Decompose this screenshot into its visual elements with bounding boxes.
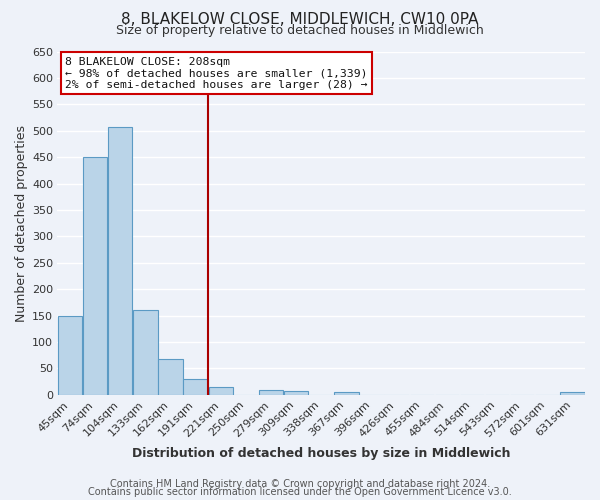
Y-axis label: Number of detached properties: Number of detached properties bbox=[15, 124, 28, 322]
Text: Size of property relative to detached houses in Middlewich: Size of property relative to detached ho… bbox=[116, 24, 484, 37]
Bar bbox=[334, 392, 359, 395]
Bar bbox=[259, 390, 283, 395]
Bar bbox=[108, 127, 133, 395]
Bar bbox=[83, 157, 107, 395]
Bar bbox=[58, 316, 82, 395]
Bar bbox=[284, 390, 308, 395]
Text: 8, BLAKELOW CLOSE, MIDDLEWICH, CW10 0PA: 8, BLAKELOW CLOSE, MIDDLEWICH, CW10 0PA bbox=[121, 12, 479, 28]
Bar bbox=[158, 360, 182, 395]
Bar bbox=[209, 388, 233, 395]
Text: 8 BLAKELOW CLOSE: 208sqm
← 98% of detached houses are smaller (1,339)
2% of semi: 8 BLAKELOW CLOSE: 208sqm ← 98% of detach… bbox=[65, 56, 368, 90]
Bar bbox=[560, 392, 584, 395]
Bar bbox=[133, 310, 158, 395]
X-axis label: Distribution of detached houses by size in Middlewich: Distribution of detached houses by size … bbox=[132, 447, 511, 460]
Text: Contains public sector information licensed under the Open Government Licence v3: Contains public sector information licen… bbox=[88, 487, 512, 497]
Bar bbox=[184, 379, 208, 395]
Text: Contains HM Land Registry data © Crown copyright and database right 2024.: Contains HM Land Registry data © Crown c… bbox=[110, 479, 490, 489]
